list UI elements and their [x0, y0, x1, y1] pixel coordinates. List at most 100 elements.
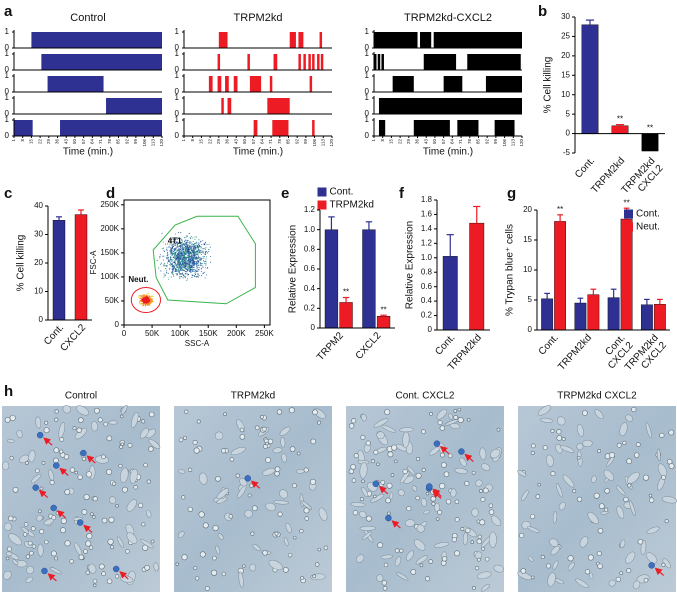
event-dot	[192, 245, 194, 248]
cell	[265, 502, 276, 511]
cell	[106, 468, 113, 475]
arrow	[378, 486, 389, 495]
cell	[560, 445, 575, 453]
event-dot	[191, 253, 193, 255]
event-cloud	[138, 232, 212, 307]
event-dot	[199, 262, 201, 264]
y-tick-label: 5	[528, 295, 533, 304]
cell	[482, 487, 489, 494]
event-dot	[164, 264, 166, 267]
error-bar	[55, 216, 63, 221]
event-dot	[174, 264, 176, 266]
event-dot	[204, 243, 206, 245]
cell	[668, 429, 675, 436]
event-dot	[171, 239, 173, 241]
panel-title: TRPM2kd	[234, 12, 283, 24]
event-dot	[176, 246, 178, 248]
event-dot	[180, 251, 182, 253]
event-dot	[175, 254, 177, 256]
cell	[125, 549, 130, 554]
cell	[3, 522, 12, 531]
bar	[52, 220, 66, 321]
event-dot	[169, 259, 171, 261]
event-dot	[171, 268, 173, 270]
cell	[108, 420, 119, 425]
cell	[91, 421, 98, 432]
y-tick-label: 0.2	[421, 311, 433, 320]
event-dot	[202, 256, 204, 258]
event-dot	[195, 253, 197, 255]
cell	[428, 446, 441, 456]
cell	[562, 474, 575, 488]
cell	[106, 435, 113, 442]
event-dot	[200, 265, 202, 267]
event-dot	[176, 250, 179, 252]
event-dot	[162, 259, 165, 261]
y-axis-label: FSC-A	[89, 250, 98, 275]
arrow	[119, 571, 129, 580]
cell	[36, 515, 43, 522]
x-tick-label: Cont.	[537, 332, 561, 357]
cell	[603, 469, 615, 481]
y-tick-label: 30	[34, 230, 43, 239]
x-tick-label: 120	[159, 139, 164, 147]
event-dot	[180, 242, 182, 244]
cell	[547, 572, 556, 587]
cell	[373, 449, 379, 455]
cell	[415, 495, 420, 501]
cell	[77, 474, 83, 480]
event-dot	[183, 253, 185, 255]
event-dot	[181, 264, 183, 266]
error-bar	[610, 288, 617, 298]
event-dot	[189, 241, 191, 243]
event-dot	[198, 266, 200, 268]
event-dot	[210, 255, 212, 258]
cell	[110, 545, 115, 550]
error-bar	[77, 209, 85, 215]
x-tick-label: 85	[476, 139, 481, 145]
cell	[236, 485, 247, 499]
event-dot	[179, 270, 181, 272]
event-dot	[208, 251, 210, 253]
event-dot	[181, 273, 183, 275]
cell	[41, 461, 46, 465]
cell	[546, 563, 552, 569]
cell	[43, 427, 50, 434]
stained-cell	[433, 440, 441, 447]
event-dot	[187, 257, 189, 259]
event-dot	[174, 239, 176, 241]
event-dot	[163, 249, 165, 251]
cell	[372, 494, 377, 499]
cell	[76, 405, 90, 416]
event-dot	[202, 266, 204, 268]
event-dot	[188, 266, 190, 268]
event-dot	[192, 243, 195, 245]
stained-cell	[80, 449, 87, 457]
y-tick-label: 5	[566, 109, 571, 118]
x-tick-label: 8	[380, 139, 385, 142]
cell	[239, 434, 246, 440]
state-interval	[308, 54, 311, 70]
event-dot	[205, 250, 207, 252]
x-tick-label: 64	[260, 139, 265, 145]
cell	[540, 417, 553, 423]
cell	[594, 409, 604, 419]
y-tick-label: 0	[175, 87, 180, 96]
stained-cell	[32, 484, 39, 491]
y-axis-label: % Cell killing	[543, 57, 554, 114]
cell	[318, 507, 328, 521]
event-dot	[177, 260, 179, 262]
event-dot	[184, 277, 186, 279]
event-dot	[182, 257, 184, 259]
stained-cell	[372, 480, 380, 488]
event-dot	[193, 254, 195, 257]
cell	[447, 453, 453, 459]
cell	[359, 462, 368, 479]
event-dot	[169, 241, 171, 243]
state-interval	[374, 54, 377, 70]
y-tick-label: 1	[365, 93, 370, 102]
event-dot	[184, 271, 186, 273]
x-tick-label: 57	[251, 139, 256, 145]
significance: **	[623, 198, 629, 207]
cell	[390, 473, 395, 477]
